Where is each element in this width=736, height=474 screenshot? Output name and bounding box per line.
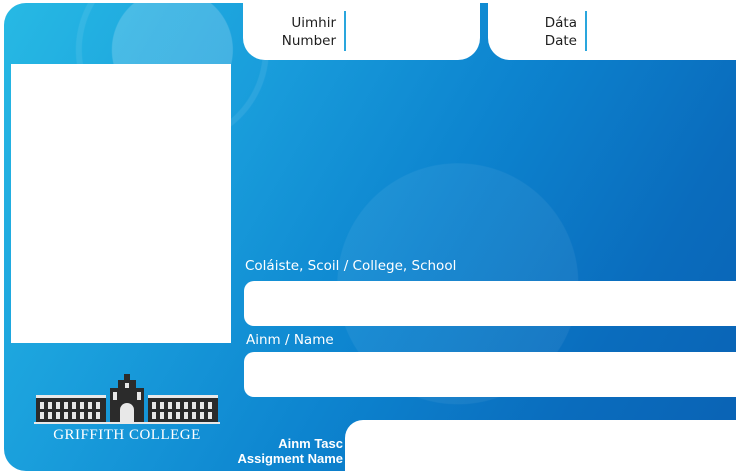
assignment-label-ga: Ainm Tasc (278, 436, 343, 451)
date-label: Dáta Date (500, 14, 577, 50)
number-field[interactable] (243, 0, 480, 60)
number-label-ga: Uimhir (291, 15, 336, 31)
assignment-input[interactable] (345, 420, 736, 474)
photo-box[interactable] (11, 64, 231, 343)
name-label: Ainm / Name (246, 332, 334, 348)
college-label: Coláiste, Scoil / College, School (245, 258, 457, 274)
griffith-college-logo (34, 374, 220, 424)
date-divider (585, 11, 587, 51)
logo-text: GRIFFITH COLLEGE (53, 427, 201, 443)
name-input[interactable] (244, 352, 736, 397)
date-label-ga: Dáta (544, 15, 577, 31)
college-input[interactable] (244, 281, 736, 326)
date-field[interactable] (488, 0, 736, 60)
number-label-en: Number (281, 33, 336, 49)
number-divider (344, 11, 346, 51)
number-label: Uimhir Number (250, 14, 336, 50)
assignment-label: Ainm Tasc Assigment Name (238, 436, 343, 466)
assignment-label-en: Assigment Name (237, 451, 343, 466)
date-label-en: Date (544, 33, 577, 49)
